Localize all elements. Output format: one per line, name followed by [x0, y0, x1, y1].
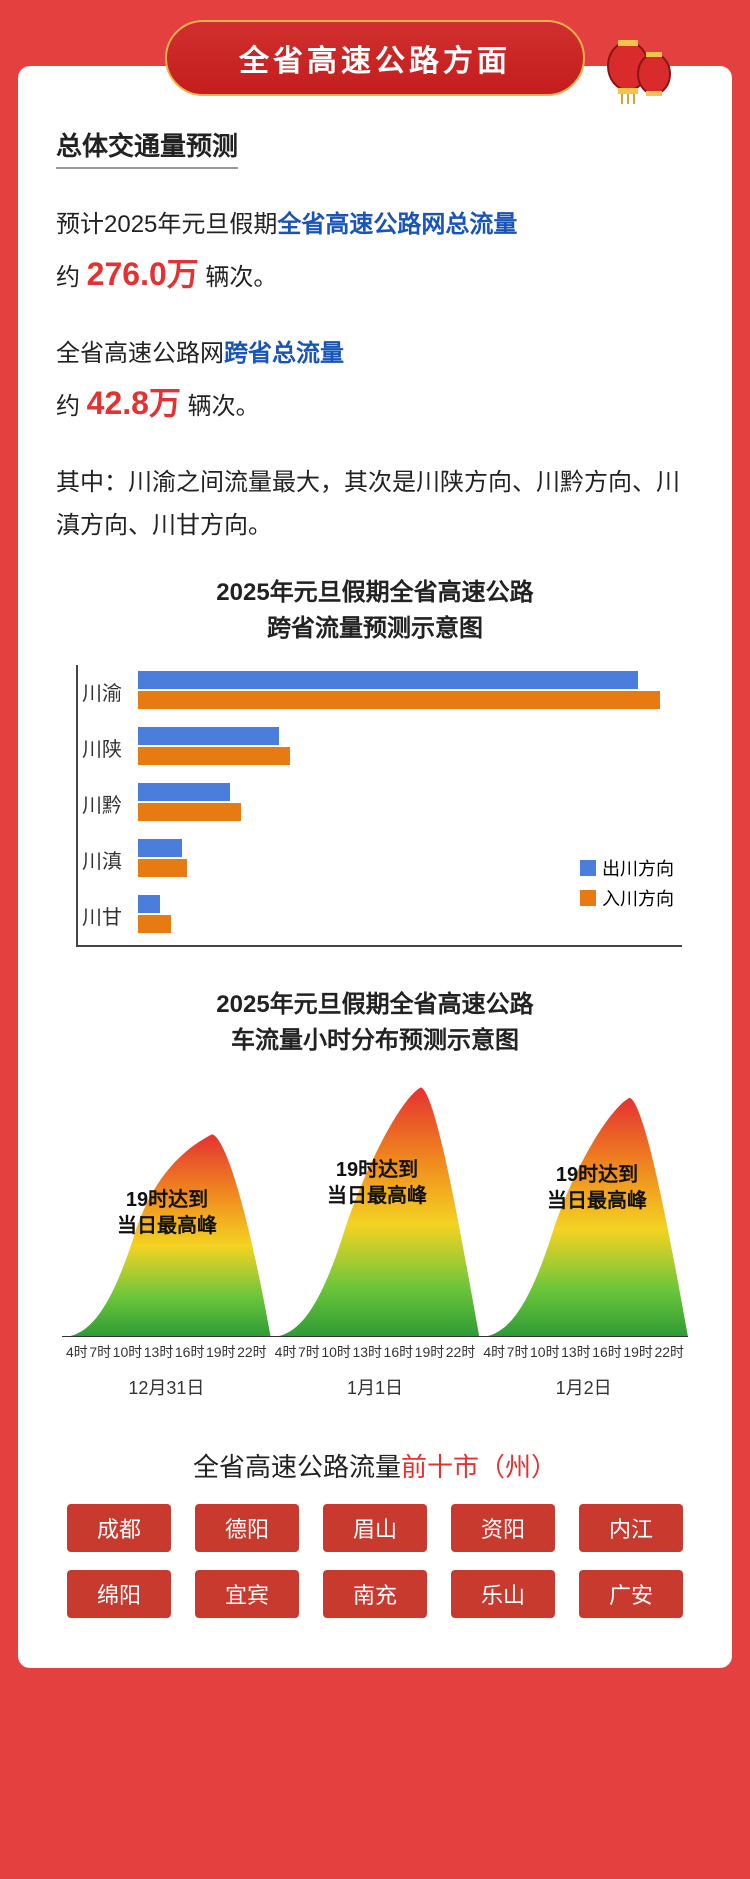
city-chip: 乐山	[451, 1570, 555, 1618]
city-chip: 宜宾	[195, 1570, 299, 1618]
bar-row: 川陕	[138, 721, 682, 777]
area-chart-day-labels: 12月31日1月1日1月2日	[62, 1374, 688, 1400]
city-grid: 成都德阳眉山资阳内江绵阳宜宾南充乐山广安	[56, 1504, 694, 1618]
content-card: 总体交通量预测 预计2025年元旦假期全省高速公路网总流量 约 276.0万 辆…	[18, 66, 732, 1668]
city-chip: 南充	[323, 1570, 427, 1618]
bar-out	[138, 895, 160, 913]
paragraph-total-flow: 预计2025年元旦假期全省高速公路网总流量 约 276.0万 辆次。	[56, 203, 694, 304]
city-chip: 眉山	[323, 1504, 427, 1552]
city-chip: 绵阳	[67, 1570, 171, 1618]
bar-out	[138, 727, 279, 745]
page-title-badge: 全省高速公路方面	[165, 20, 585, 96]
city-chip: 资阳	[451, 1504, 555, 1552]
bar-category-label: 川陕	[82, 733, 122, 762]
bar-chart-title: 2025年元旦假期全省高速公路 跨省流量预测示意图	[56, 575, 694, 647]
day-label: 12月31日	[62, 1374, 271, 1400]
bar-chart: 川渝川陕川黔川滇川甘 出川方向 入川方向	[76, 665, 682, 947]
legend-swatch-in	[580, 890, 596, 906]
bar-out	[138, 671, 638, 689]
peak-note-2: 19时达到当日最高峰	[532, 1162, 662, 1214]
bar-in	[138, 691, 660, 709]
bar-category-label: 川渝	[82, 677, 122, 706]
bar-row: 川渝	[138, 665, 682, 721]
bar-in	[138, 803, 241, 821]
bar-category-label: 川甘	[82, 901, 122, 930]
peak-note-0: 19时达到当日最高峰	[102, 1187, 232, 1239]
city-chip: 德阳	[195, 1504, 299, 1552]
bar-out	[138, 783, 230, 801]
peak-note-1: 19时达到当日最高峰	[312, 1157, 442, 1209]
area-chart-xticks: 4时7时10时13时16时19时22时4时7时10时13时16时19时22时4时…	[62, 1342, 688, 1362]
city-chip: 成都	[67, 1504, 171, 1552]
bar-out	[138, 839, 182, 857]
bar-in	[138, 859, 187, 877]
day-label: 1月2日	[479, 1374, 688, 1400]
bar-category-label: 川黔	[82, 789, 122, 818]
day-label: 1月1日	[271, 1374, 480, 1400]
city-chip: 广安	[579, 1570, 683, 1618]
city-chip: 内江	[579, 1504, 683, 1552]
area-chart-title: 2025年元旦假期全省高速公路 车流量小时分布预测示意图	[56, 987, 694, 1059]
section-heading: 总体交通量预测	[56, 126, 238, 169]
paragraph-detail: 其中：川渝之间流量最大，其次是川陕方向、川黔方向、川滇方向、川甘方向。	[56, 461, 694, 547]
legend-swatch-out	[580, 860, 596, 876]
bar-in	[138, 915, 171, 933]
lantern-icon	[600, 36, 680, 106]
area-peak	[271, 1087, 480, 1337]
paragraph-cross-province: 全省高速公路网跨省总流量 约 42.8万 辆次。	[56, 332, 694, 433]
area-chart: 4时7时10时13时16时19时22时4时7时10时13时16时19时22时4时…	[62, 1077, 688, 1397]
top10-title: 全省高速公路流量前十市（州）	[56, 1447, 694, 1484]
bar-in	[138, 747, 290, 765]
bar-row: 川黔	[138, 777, 682, 833]
area-peak	[479, 1098, 688, 1337]
bar-category-label: 川滇	[82, 845, 122, 874]
page-title: 全省高速公路方面	[239, 45, 511, 78]
bar-chart-legend: 出川方向 入川方向	[580, 851, 674, 915]
